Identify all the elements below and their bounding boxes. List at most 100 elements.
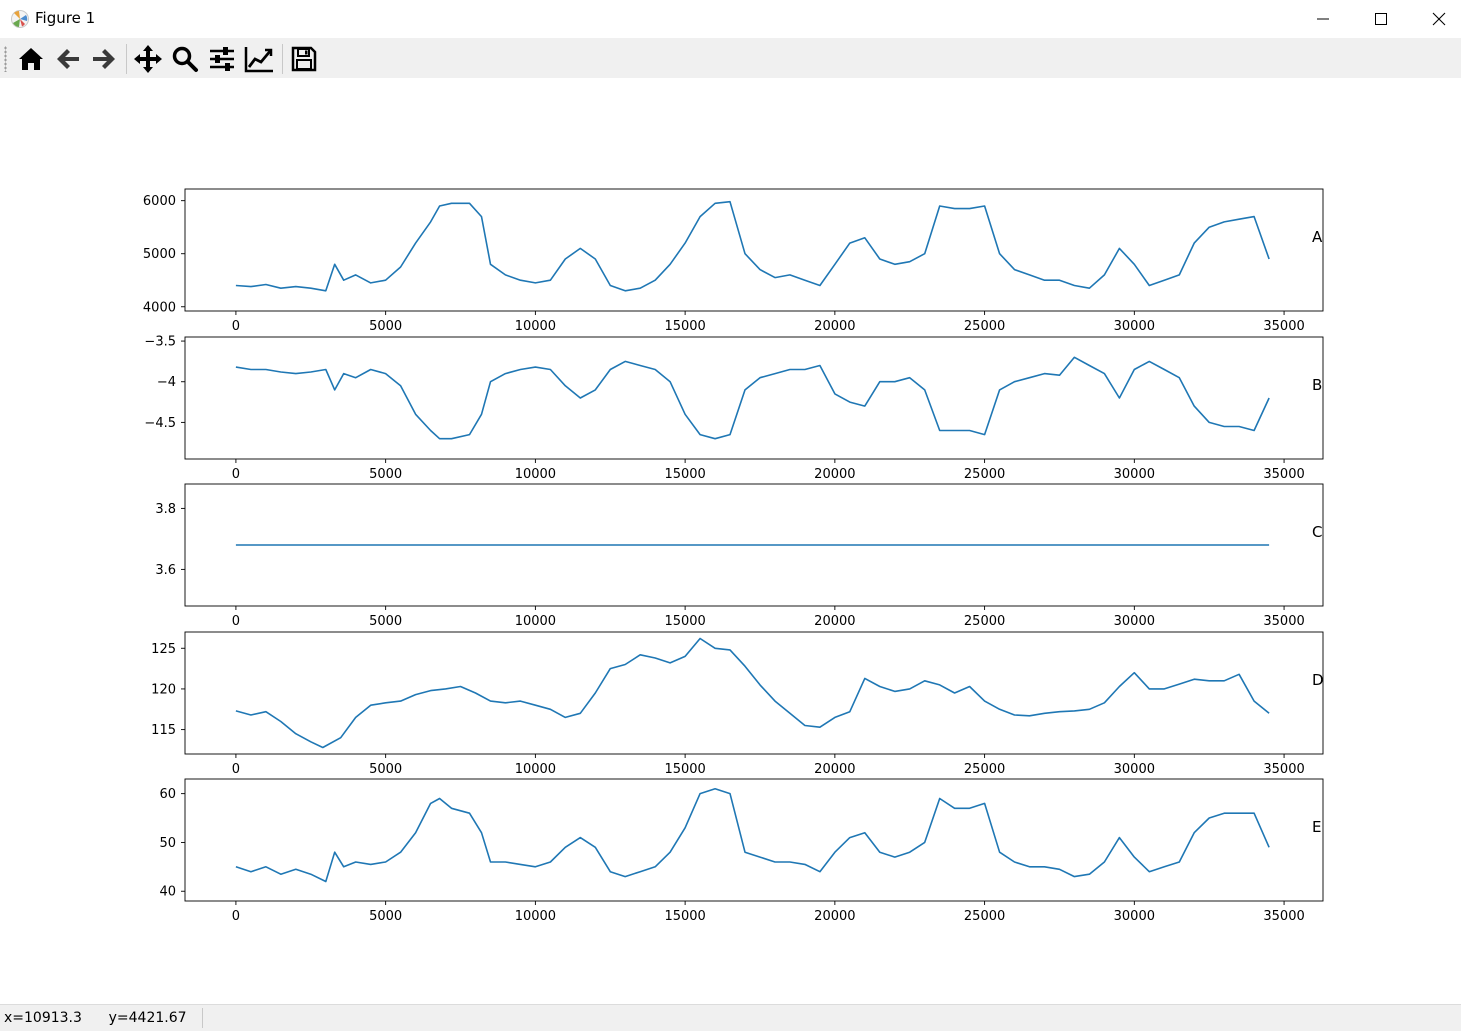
x-tick-label: 25000 xyxy=(964,614,1005,629)
back-button[interactable] xyxy=(51,42,85,76)
move-icon xyxy=(134,45,162,73)
y-tick-label: 40 xyxy=(159,885,176,900)
home-icon xyxy=(19,48,43,70)
x-tick-label: 25000 xyxy=(964,319,1005,334)
panel-label: B xyxy=(1312,376,1322,394)
x-readout: x=10913.3 xyxy=(4,1010,82,1026)
minimize-button[interactable] xyxy=(1294,0,1352,38)
line-chart-icon xyxy=(244,47,273,73)
y-tick-label: 60 xyxy=(159,787,176,802)
series-line-d xyxy=(235,637,1270,749)
minimize-icon xyxy=(1317,18,1329,20)
x-tick-label: 30000 xyxy=(1114,319,1155,334)
x-tick-label: 0 xyxy=(232,614,240,629)
axes-frame xyxy=(184,778,1324,902)
zoom-button[interactable] xyxy=(168,42,202,76)
x-tick-label: 5000 xyxy=(369,909,402,924)
series-line-a xyxy=(235,200,1270,292)
y-tick-label: 4000 xyxy=(143,300,176,315)
panel-label: C xyxy=(1312,523,1322,541)
panel-label: A xyxy=(1312,228,1323,246)
axes-d: 0 5000 10000 15000 20000 25000 30000 35000 115 12… xyxy=(151,631,1324,777)
status-bar: x=10913.3 y=4421.67 xyxy=(0,1004,1461,1031)
arrow-right-icon xyxy=(93,49,115,69)
x-tick-label: 35000 xyxy=(1263,909,1304,924)
y-tick-label: 120 xyxy=(151,682,176,697)
window-title: Figure 1 xyxy=(35,9,96,27)
series-line-e xyxy=(235,787,1270,883)
cursor-readout: x=10913.3 y=4421.67 xyxy=(4,1010,187,1026)
axes-e: 0 5000 10000 15000 20000 25000 30000 35000 40 50 6… xyxy=(159,778,1324,924)
x-tick-label: 15000 xyxy=(664,762,705,777)
x-tick-label: 15000 xyxy=(664,909,705,924)
axes-frame xyxy=(184,631,1324,755)
panel-label: D xyxy=(1312,671,1324,689)
close-button[interactable] xyxy=(1410,0,1461,38)
home-button[interactable] xyxy=(14,42,48,76)
y-tick-label: 5000 xyxy=(143,247,176,262)
x-tick-label: 35000 xyxy=(1263,614,1304,629)
x-tick-label: 30000 xyxy=(1114,467,1155,482)
arrow-left-icon xyxy=(57,49,79,69)
toolbar-separator xyxy=(126,44,127,74)
y-tick-label: 3.6 xyxy=(155,563,176,578)
x-tick-label: 10000 xyxy=(515,762,556,777)
maximize-button[interactable] xyxy=(1352,0,1410,38)
x-tick-label: 30000 xyxy=(1114,614,1155,629)
x-tick-label: 0 xyxy=(232,909,240,924)
navigation-toolbar xyxy=(0,38,1461,79)
x-tick-label: 25000 xyxy=(964,467,1005,482)
title-bar: Figure 1 xyxy=(0,0,1461,38)
x-tick-label: 15000 xyxy=(664,614,705,629)
x-tick-label: 5000 xyxy=(369,614,402,629)
forward-button[interactable] xyxy=(87,42,121,76)
status-separator xyxy=(202,1008,203,1028)
pan-button[interactable] xyxy=(131,42,165,76)
axes-frame xyxy=(184,188,1324,312)
configure-subplots-button[interactable] xyxy=(205,42,239,76)
axes-b: 0 5000 10000 15000 20000 25000 30000 35000 −3.5 −… xyxy=(144,335,1324,482)
x-tick-label: 15000 xyxy=(664,319,705,334)
save-button[interactable] xyxy=(287,42,321,76)
series-line-b xyxy=(235,356,1270,440)
floppy-icon xyxy=(291,46,317,72)
edit-axes-button[interactable] xyxy=(242,42,276,76)
x-tick-label: 35000 xyxy=(1263,467,1304,482)
x-tick-label: 30000 xyxy=(1114,762,1155,777)
x-tick-label: 20000 xyxy=(814,909,855,924)
x-tick-label: 0 xyxy=(232,319,240,334)
x-tick-label: 15000 xyxy=(664,467,705,482)
axes-frame xyxy=(184,336,1324,460)
y-tick-label: 6000 xyxy=(143,194,176,209)
sliders-icon xyxy=(210,47,234,71)
x-tick-label: 10000 xyxy=(515,319,556,334)
x-tick-label: 20000 xyxy=(814,319,855,334)
figure-canvas[interactable]: 0 5000 10000 15000 20000 25000 30000 35000 4000 5… xyxy=(0,78,1461,1004)
y-tick-label: 3.8 xyxy=(155,502,176,517)
toolbar-separator xyxy=(282,44,283,74)
axes-frame xyxy=(184,483,1324,607)
y-readout: y=4421.67 xyxy=(108,1010,187,1026)
x-tick-label: 5000 xyxy=(369,467,402,482)
x-tick-label: 0 xyxy=(232,762,240,777)
maximize-icon xyxy=(1375,13,1387,25)
close-icon xyxy=(1432,12,1446,26)
x-tick-label: 10000 xyxy=(515,467,556,482)
y-tick-label: −4.5 xyxy=(144,416,176,431)
y-tick-label: 115 xyxy=(151,723,176,738)
y-tick-label: 50 xyxy=(159,836,176,851)
x-tick-label: 25000 xyxy=(964,909,1005,924)
magnifier-icon xyxy=(172,46,198,72)
x-tick-label: 20000 xyxy=(814,762,855,777)
x-tick-label: 10000 xyxy=(515,614,556,629)
x-tick-label: 35000 xyxy=(1263,319,1304,334)
matplotlib-logo-icon xyxy=(11,10,29,28)
y-tick-label: 125 xyxy=(151,642,176,657)
x-tick-label: 20000 xyxy=(814,614,855,629)
figure-svg: 0 5000 10000 15000 20000 25000 30000 3500040005… xyxy=(143,188,1324,924)
x-tick-label: 5000 xyxy=(369,762,402,777)
x-tick-label: 0 xyxy=(232,467,240,482)
axes-c: 0 5000 10000 15000 20000 25000 30000 35000 3.6 3.… xyxy=(155,483,1324,629)
toolbar-grip[interactable] xyxy=(4,46,7,72)
